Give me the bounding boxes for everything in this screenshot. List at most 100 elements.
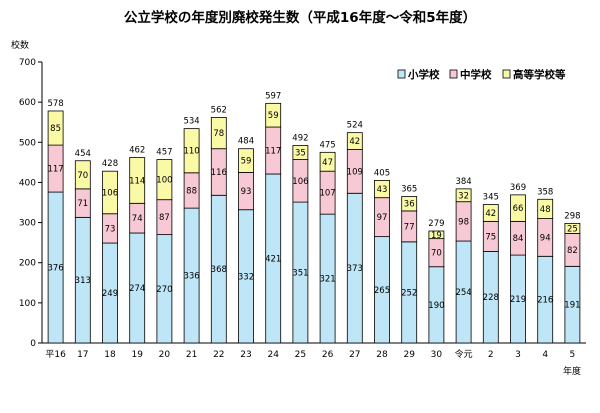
bar-total-label: 492 xyxy=(292,133,308,143)
bar-value-label: 82 xyxy=(567,246,578,256)
bar-segment xyxy=(428,230,445,240)
bar-value-label: 274 xyxy=(129,284,145,294)
bar-total-label: 428 xyxy=(102,159,118,169)
bar-value-label: 107 xyxy=(319,189,335,199)
bar-value-label: 87 xyxy=(159,213,170,223)
bar-segment xyxy=(401,196,418,212)
bar-value-label: 114 xyxy=(129,176,145,186)
bar-value-label: 336 xyxy=(183,272,199,282)
bar-total-label: 345 xyxy=(483,193,499,203)
y-tick-label: 600 xyxy=(19,98,36,108)
legend-swatch xyxy=(502,69,511,79)
bar-value-label: 70 xyxy=(431,249,442,259)
bar-value-label: 75 xyxy=(485,232,496,242)
x-tick-label: 23 xyxy=(240,350,251,360)
bar-total-label: 462 xyxy=(129,146,145,156)
y-tick-label: 700 xyxy=(19,58,36,68)
x-tick-label: 令元 xyxy=(455,348,473,360)
y-axis: 0 100 200 300 400 500 600 700 xyxy=(19,58,43,349)
bar-segment xyxy=(102,170,118,215)
bar-value-label: 216 xyxy=(537,296,553,306)
bar-value-label: 19 xyxy=(431,231,442,241)
bar-value-label: 42 xyxy=(485,209,496,219)
bar-segment xyxy=(537,198,554,219)
bar-total-label: 524 xyxy=(347,121,363,131)
y-tick-label: 500 xyxy=(19,138,36,148)
bar-value-label: 351 xyxy=(292,269,308,279)
bar-segment xyxy=(74,160,91,190)
bar-segment xyxy=(564,222,581,234)
bar-value-label: 376 xyxy=(47,264,63,274)
x-axis-label: 年度 xyxy=(563,365,581,377)
bar-value-label: 85 xyxy=(50,124,61,134)
x-tick-label: 26 xyxy=(322,350,334,360)
bar-total-label: 384 xyxy=(455,177,471,187)
bar-segment xyxy=(156,159,173,201)
bar-total-label: 369 xyxy=(510,183,526,193)
y-tick-label: 300 xyxy=(19,219,36,229)
bar-value-label: 106 xyxy=(292,177,308,187)
bar-value-label: 270 xyxy=(156,285,172,295)
y-tick-label: 0 xyxy=(30,339,36,349)
bar-total-label: 457 xyxy=(156,148,172,158)
x-tick-label: 25 xyxy=(295,350,306,360)
bar-value-label: 110 xyxy=(183,147,199,157)
bar-total-label: 597 xyxy=(265,91,281,101)
bar-value-label: 36 xyxy=(404,200,415,210)
x-tick-label: 17 xyxy=(77,350,88,360)
bar-value-label: 42 xyxy=(349,137,360,147)
bar-total-label: 475 xyxy=(319,140,335,150)
x-axis: 平16 17 18 19 20 21 22 23 24 25 26 27 28 29 30 令元 2 3 4 5 xyxy=(42,342,586,360)
bar-value-label: 100 xyxy=(156,176,172,186)
bar-value-label: 116 xyxy=(211,168,227,178)
chart-title: 公立学校の年度別廃校発生数（平成16年度～令和5年度） xyxy=(124,9,476,26)
bar-value-label: 88 xyxy=(186,186,197,196)
bar-value-label: 48 xyxy=(540,205,551,215)
bar-segment xyxy=(210,116,227,150)
bar-segment xyxy=(455,188,472,203)
bar-segment xyxy=(346,132,363,150)
bar-segment xyxy=(482,204,499,222)
x-tick-label: 29 xyxy=(403,350,415,360)
y-tick-label: 100 xyxy=(19,299,36,309)
bar-value-label: 47 xyxy=(322,158,333,168)
bar-value-label: 190 xyxy=(428,301,444,311)
bar-value-label: 228 xyxy=(483,293,499,303)
bar-total-label: 578 xyxy=(47,99,63,109)
bar-value-label: 32 xyxy=(458,191,469,201)
bar-value-label: 249 xyxy=(102,289,118,299)
x-tick-label: 28 xyxy=(376,350,388,360)
bar-total-label: 405 xyxy=(374,168,390,178)
bar-value-label: 73 xyxy=(105,224,116,234)
bar-value-label: 78 xyxy=(213,129,224,139)
x-tick-label: 27 xyxy=(349,350,360,360)
bar-value-label: 252 xyxy=(401,288,417,298)
bar-segment xyxy=(47,110,64,146)
bar-total-label: 358 xyxy=(537,187,553,197)
bar-value-label: 59 xyxy=(268,111,279,121)
bar-value-label: 373 xyxy=(347,264,363,274)
bar-value-label: 77 xyxy=(404,222,415,232)
x-tick-label: 3 xyxy=(515,350,521,360)
bar-value-label: 94 xyxy=(540,233,551,243)
bar-value-label: 191 xyxy=(564,301,580,311)
legend-label: 中学校 xyxy=(460,68,492,81)
y-tick-label: 200 xyxy=(19,259,36,269)
bar-segment xyxy=(374,180,390,199)
bar-value-label: 313 xyxy=(75,276,91,286)
bar-value-label: 74 xyxy=(132,214,143,224)
bar-segment xyxy=(265,102,282,128)
legend-swatch xyxy=(449,69,458,79)
bar-total-label: 298 xyxy=(564,211,580,221)
bar-value-label: 98 xyxy=(458,217,469,227)
bar-value-label: 265 xyxy=(374,286,390,296)
bar-value-label: 117 xyxy=(47,165,63,175)
bar-value-label: 66 xyxy=(513,204,524,214)
x-tick-label: 20 xyxy=(159,350,171,360)
x-tick-label: 2 xyxy=(488,350,494,360)
bar-value-label: 219 xyxy=(510,295,526,305)
bar-segment xyxy=(183,128,200,174)
bar-value-label: 321 xyxy=(319,275,335,285)
bar-segment xyxy=(238,148,254,173)
